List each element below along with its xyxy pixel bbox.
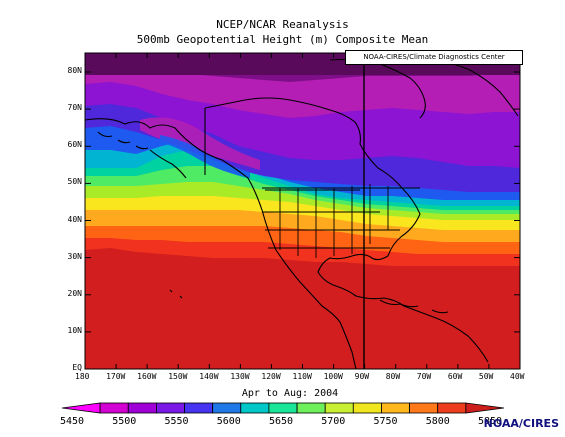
longitude-label: 110W: [292, 372, 312, 381]
colorbar-swatch: [268, 402, 298, 414]
colorbar-swatch: [465, 402, 505, 414]
colorbar-tick-label: 5450: [60, 416, 85, 427]
latitude-label: 20N: [67, 288, 82, 298]
title-line-1: NCEP/NCAR Reanalysis: [216, 18, 349, 31]
coastline-segment: [149, 149, 187, 179]
latitude-label: 50N: [67, 177, 82, 187]
colorbar: [61, 402, 505, 414]
colorbar-swatch: [409, 402, 439, 414]
colorbar-swatch: [127, 402, 157, 414]
latitude-label: 60N: [67, 140, 82, 150]
coastline-segment: [317, 253, 489, 363]
coastline-segment: [97, 131, 149, 150]
coastline-segment: [379, 299, 449, 314]
colorbar-swatch: [155, 402, 185, 414]
longitude-label: 180: [75, 372, 90, 381]
time-period: Apr to Aug: 2004: [241, 388, 339, 399]
colorbar-swatch: [352, 402, 382, 414]
colorbar-swatch: [61, 402, 101, 414]
height-bands: [85, 53, 520, 369]
colorbar-tick-label: 5550: [164, 416, 189, 427]
colorbar-tick-label: 5850: [478, 416, 503, 427]
coastline-segment: [204, 97, 421, 257]
map-credit-label: NOAA-CIRES/Climate Diagnostics Center: [345, 50, 523, 65]
colorbar-swatch: [381, 402, 411, 414]
colorbar-swatch: [437, 402, 467, 414]
colorbar-tick-label: 5800: [425, 416, 450, 427]
colorbar-tick-label: 5500: [112, 416, 137, 427]
colorbar-swatch: [184, 402, 214, 414]
longitude-label: 130W: [230, 372, 250, 381]
latitude-label: 70N: [67, 103, 82, 113]
colorbar-swatch: [212, 402, 242, 414]
latitude-label: EQ: [72, 363, 82, 372]
longitude-label: 140W: [199, 372, 219, 381]
colorbar-swatch: [296, 402, 326, 414]
longitude-label: 60W: [447, 372, 463, 381]
colorbar-tick-label: 5750: [373, 416, 398, 427]
coastline-segment: [85, 118, 357, 369]
longitude-label: 170W: [106, 372, 126, 381]
longitude-label: 90W: [354, 372, 370, 381]
colorbar-swatch: [99, 402, 129, 414]
colorbar-tick-label: 5600: [216, 416, 241, 427]
colorbar-swatch: [240, 402, 270, 414]
title-line-2: 500mb Geopotential Height (m) Composite …: [136, 33, 429, 46]
longitude-label: 120W: [261, 372, 281, 381]
colorbar-swatch: [324, 402, 354, 414]
longitude-label: 80W: [385, 372, 401, 381]
coastline-segment: [169, 289, 183, 299]
colorbar-tick-label: 5650: [269, 416, 294, 427]
longitude-label: 40W: [510, 372, 525, 381]
longitude-label: 50W: [478, 372, 494, 381]
latitude-label: 40N: [67, 214, 82, 224]
latitude-label: 80N: [67, 66, 82, 75]
longitude-label: 160W: [137, 372, 157, 381]
latitude-label: 10N: [67, 325, 82, 335]
longitude-label: 150W: [168, 372, 188, 381]
longitude-label: 70W: [416, 372, 432, 381]
latitude-label: 30N: [67, 251, 82, 261]
colorbar-tick-label: 5700: [321, 416, 346, 427]
longitude-label: 100W: [323, 372, 343, 381]
credit-logo-text: NOAA/CIRES: [483, 417, 559, 430]
